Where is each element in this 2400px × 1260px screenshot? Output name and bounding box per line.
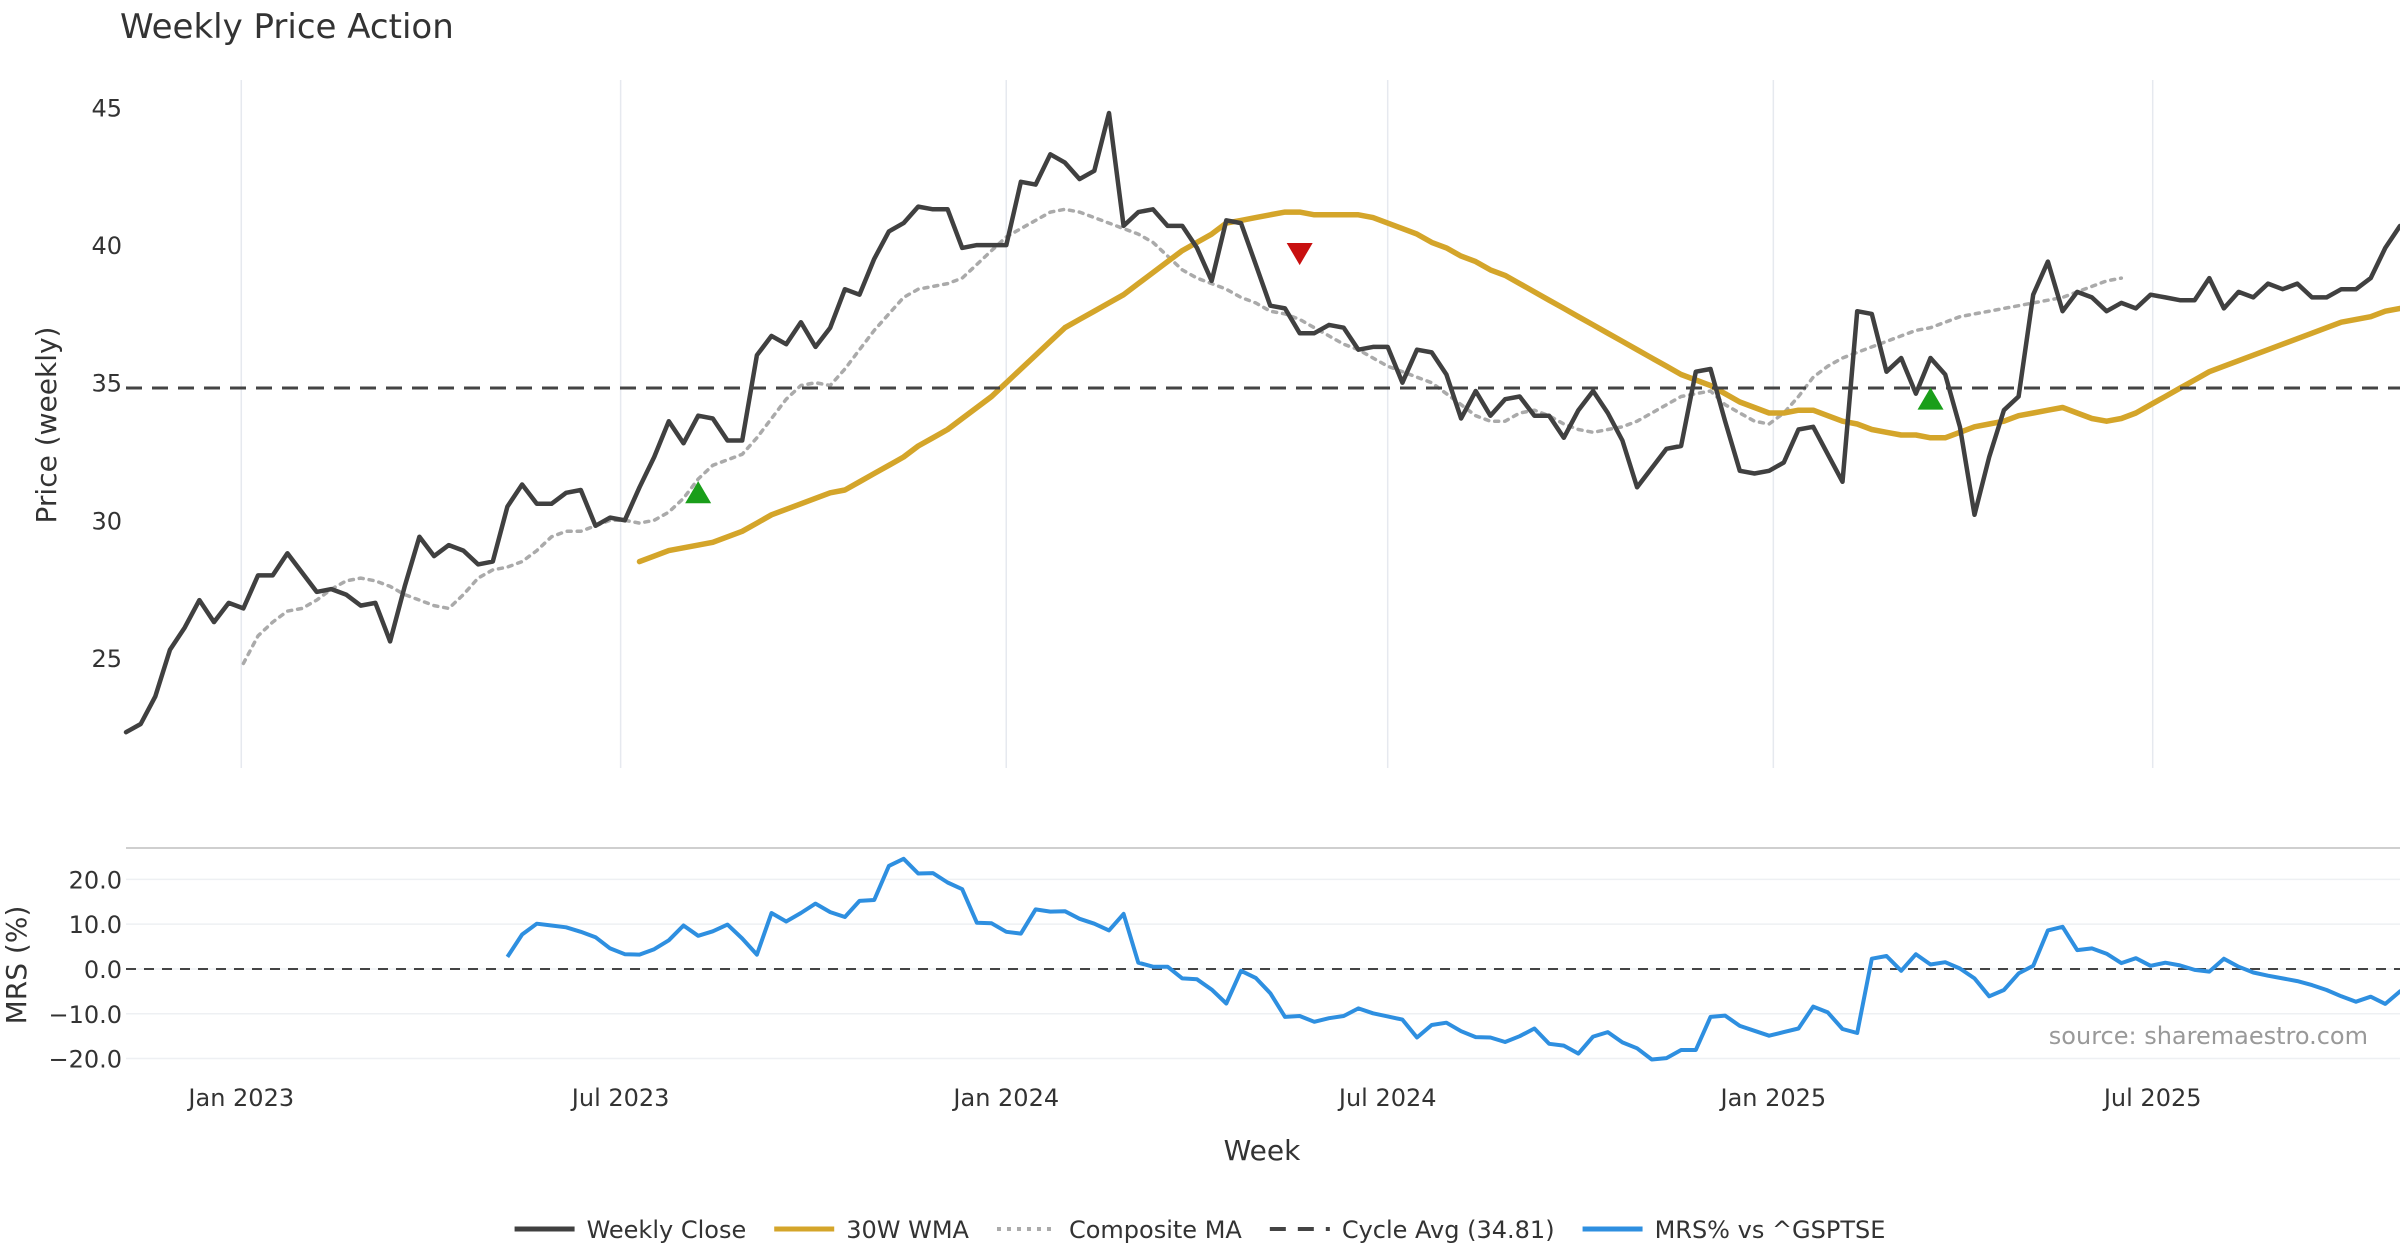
x-tick-label: Jul 2024 xyxy=(1337,1084,1437,1112)
legend: Weekly Close 30W WMA Composite MA Cycle Avg… xyxy=(514,1216,1886,1244)
price-tick-label: 25 xyxy=(91,645,122,673)
x-tick-label: Jan 2024 xyxy=(951,1084,1059,1112)
x-tick-label: Jan 2025 xyxy=(1718,1084,1826,1112)
price-tick-label: 35 xyxy=(91,370,122,398)
legend-item-weekly-close: Weekly Close xyxy=(514,1216,747,1244)
price-y-axis-label: Price (weekly) xyxy=(30,327,63,524)
price-tick-label: 30 xyxy=(91,507,122,535)
signal-markers xyxy=(685,242,1944,504)
mrs-y-axis-label: MRS (%) xyxy=(0,906,33,1025)
x-tick-label: Jul 2023 xyxy=(570,1084,670,1112)
legend-item-mrs-vs-gsptse: MRS% vs ^GSPTSE xyxy=(1582,1216,1886,1244)
mrs-tick-label: 0.0 xyxy=(84,956,122,984)
price-tick-label: 45 xyxy=(91,95,122,123)
legend-item-30w-wma: 30W WMA xyxy=(774,1216,970,1244)
price-series xyxy=(123,110,2400,735)
mrs-tick-label: −20.0 xyxy=(48,1046,122,1074)
mrs-tick-label: 20.0 xyxy=(69,866,122,894)
x-tick-label: Jul 2025 xyxy=(2102,1084,2202,1112)
price-tick-label: 40 xyxy=(91,232,122,260)
legend-label: Composite MA xyxy=(1069,1216,1242,1244)
series-line-mrs xyxy=(505,856,2400,1062)
legend-label: 30W WMA xyxy=(846,1216,969,1244)
chart-title: Weekly Price Action xyxy=(120,7,454,47)
x-axis-label: Week xyxy=(1224,1134,1301,1167)
x-tick-label: Jan 2023 xyxy=(186,1084,294,1112)
series-line-weekly-close xyxy=(123,110,2400,735)
grid xyxy=(126,80,2400,1060)
source-note: source: sharemaestro.com xyxy=(2049,1022,2368,1050)
x-tick-labels: Jan 2023 Jul 2023 Jan 2024 Jul 2024 Jan 2025… xyxy=(186,1084,2201,1112)
legend-label: Cycle Avg (34.81) xyxy=(1342,1216,1555,1244)
legend-item-composite-ma: Composite MA xyxy=(996,1216,1242,1244)
mrs-tick-label: 10.0 xyxy=(69,911,122,939)
y-tick-labels: 25 30 35 40 45 20.0 10.0 0.0 −10.0 −20.0 xyxy=(48,95,122,1074)
series-line-30w-wma xyxy=(636,209,2400,565)
buy-signal-marker xyxy=(1917,387,1944,410)
legend-item-cycle-avg-34-81: Cycle Avg (34.81) xyxy=(1269,1216,1555,1244)
mrs-series xyxy=(505,856,2400,1062)
mrs-tick-label: −10.0 xyxy=(48,1001,122,1029)
buy-signal-marker xyxy=(685,481,712,504)
sell-signal-marker xyxy=(1286,242,1313,266)
legend-label: Weekly Close xyxy=(587,1216,747,1244)
legend-label: MRS% vs ^GSPTSE xyxy=(1655,1216,1886,1244)
series-line-composite-ma xyxy=(241,207,2124,666)
